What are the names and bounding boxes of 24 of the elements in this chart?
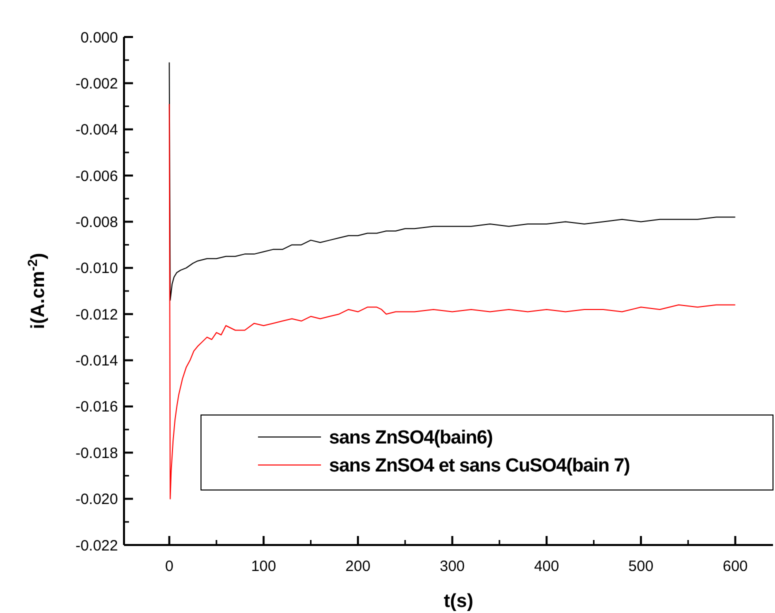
y-tick-label: -0.018 <box>75 444 118 462</box>
x-tick-label: 500 <box>628 558 654 575</box>
x-tick-label: 100 <box>251 558 276 575</box>
y-tick-label: -0.022 <box>75 537 118 554</box>
x-tick-label: 400 <box>534 558 560 575</box>
legend-label: sans ZnSO4 et sans CuSO4(bain 7) <box>329 456 630 477</box>
y-tick-label: -0.008 <box>75 214 118 231</box>
x-axis-title: t(s) <box>444 591 474 612</box>
line-series <box>168 103 736 500</box>
y-tick-label: -0.020 <box>75 491 118 508</box>
y-tick-label: -0.012 <box>75 306 118 324</box>
y-tick-label: -0.016 <box>75 398 118 416</box>
y-tick-label: -0.014 <box>75 352 118 370</box>
y-tick-label: -0.002 <box>75 75 118 92</box>
y-tick-label: 0.000 <box>80 29 118 46</box>
x-tick-label: 600 <box>722 558 748 575</box>
legend-label: sans ZnSO4(bain6) <box>329 428 493 449</box>
x-tick-label: 300 <box>440 558 465 575</box>
line-series <box>168 62 736 301</box>
x-tick-label: 200 <box>345 558 370 575</box>
y-tick-label: -0.010 <box>75 260 118 278</box>
y-tick-label: -0.006 <box>75 168 118 185</box>
y-tick-label: -0.004 <box>75 122 118 139</box>
x-tick-label: 0 <box>165 558 174 575</box>
